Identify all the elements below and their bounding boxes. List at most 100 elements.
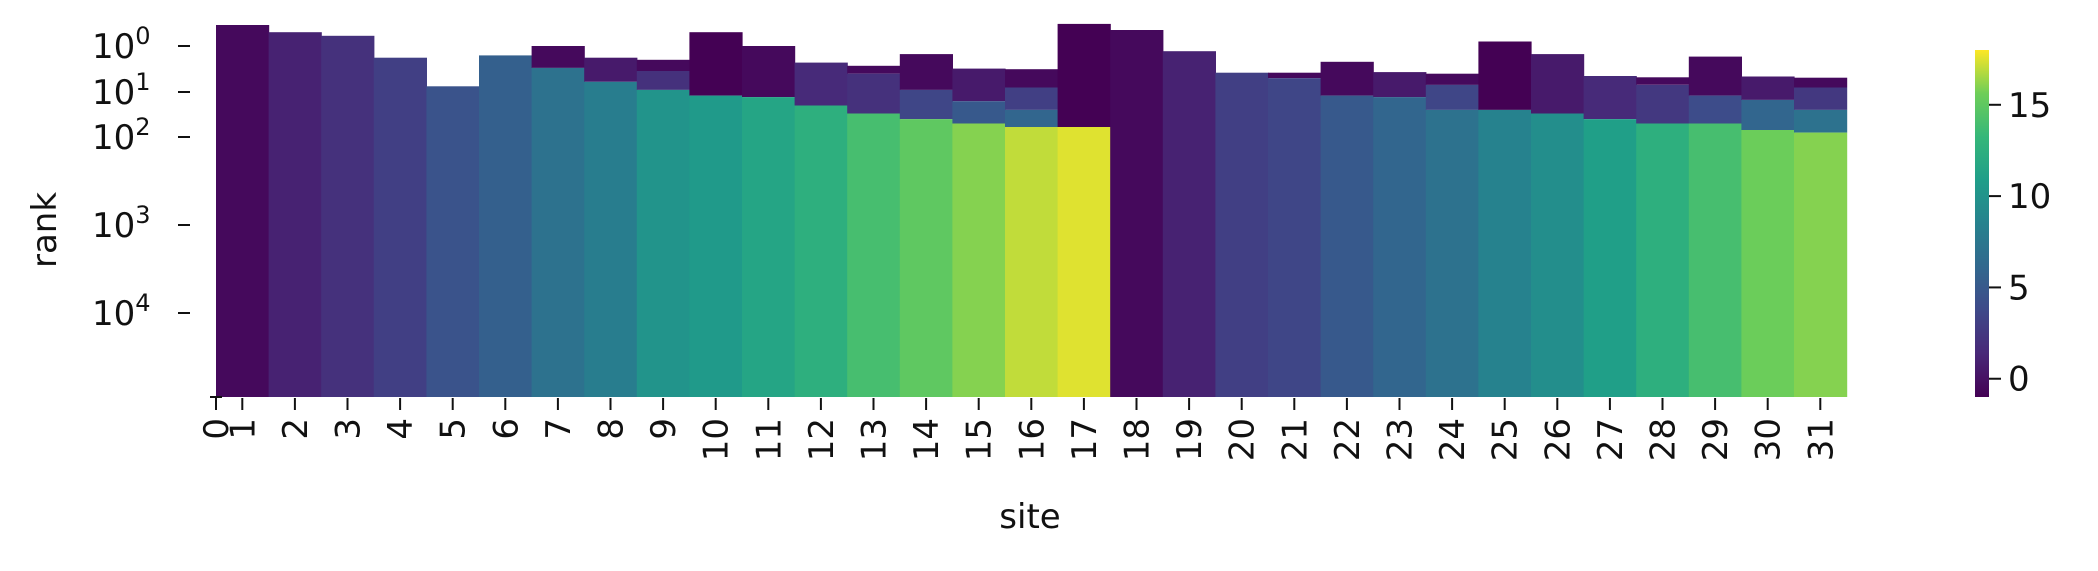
x-tick-label-29: 29	[1696, 418, 1736, 461]
heatmap-cell-site-21-seg-0	[1268, 72, 1322, 79]
colorbar-ticks: 0 5 10 15	[1989, 86, 2051, 400]
heatmap-cell-site-19-seg-0	[1162, 51, 1216, 397]
x-tick-label-31: 31	[1801, 418, 1841, 461]
heatmap-cell-site-26-seg-1	[1531, 113, 1585, 397]
heatmap-cell-site-11-seg-1	[742, 97, 796, 397]
heatmap-cell-site-31-seg-0	[1794, 77, 1848, 88]
heatmap-cell-site-16-seg-1	[1005, 87, 1059, 110]
heatmap-cell-site-16-seg-3	[1005, 127, 1059, 397]
heatmap-cell-site-29-seg-0	[1688, 56, 1742, 96]
x-tick-label-20: 20	[1223, 418, 1263, 461]
heatmap-cell-site-25-seg-1	[1478, 109, 1532, 398]
heatmap-cell-site-22-seg-1	[1320, 95, 1374, 397]
heatmap-cell-site-30-seg-2	[1741, 130, 1795, 397]
x-tick-label-16: 16	[1012, 418, 1052, 461]
heatmap-cell-site-28-seg-0	[1636, 77, 1690, 85]
heatmap-cell-site-14-seg-1	[899, 89, 953, 120]
x-axis: 01 2 3 4 5 6 7 8 9 10 11 12 13 14 15 16 17 18 19 20 21 22 23 24…	[197, 398, 1841, 461]
heatmap-cell-site-13-seg-2	[847, 113, 901, 397]
heatmap-cell-site-15-seg-2	[952, 123, 1006, 397]
colorbar-tick-label-5: 5	[2008, 268, 2030, 308]
x-tick-label-27: 27	[1591, 418, 1631, 461]
heatmap-cell-site-8-seg-0	[584, 57, 638, 82]
heatmap-cell-site-10-seg-1	[689, 95, 743, 397]
x-tick-label-26: 26	[1538, 418, 1578, 461]
y-tick-label-4: 104	[92, 289, 151, 334]
heatmap-cell-site-26-seg-0	[1531, 54, 1585, 114]
heatmap-cell-site-29-seg-1	[1688, 95, 1742, 124]
x-tick-label-0: 0	[197, 418, 237, 440]
x-tick-label-19: 19	[1170, 418, 1210, 461]
x-tick-label-28: 28	[1644, 418, 1684, 461]
y-tick-label-2: 102	[92, 113, 151, 158]
x-tick-label-25: 25	[1486, 418, 1526, 461]
x-tick-label-22: 22	[1328, 418, 1368, 461]
x-tick-label-5: 5	[434, 418, 474, 440]
x-tick-label-17: 17	[1065, 418, 1105, 461]
heatmap-cell-site-9-seg-1	[636, 71, 690, 90]
heatmap-cell-site-29-seg-2	[1688, 123, 1742, 397]
heatmap-cell-site-8-seg-1	[584, 81, 638, 398]
heatmap-cell-site-24-seg-1	[1425, 84, 1479, 110]
heatmap-cell-site-7-seg-0	[531, 46, 585, 68]
x-tick-label-10: 10	[697, 418, 737, 461]
heatmap-cell-site-31-seg-2	[1794, 109, 1848, 133]
x-tick-label-7: 7	[539, 418, 579, 440]
heatmap-cell-site-1-seg-0	[216, 25, 270, 397]
x-tick-label-24: 24	[1433, 418, 1473, 461]
heatmap-cell-site-18-seg-0	[1110, 30, 1164, 397]
x-tick-label-9: 9	[644, 418, 684, 440]
colorbar-tick-label-10: 10	[2008, 177, 2051, 217]
y-tick-label-0: 100	[92, 22, 151, 67]
heatmap-cell-site-28-seg-2	[1636, 123, 1690, 397]
heatmap-cell-site-7-seg-1	[531, 67, 585, 398]
heatmap-cell-site-20-seg-0	[1215, 72, 1269, 397]
heatmap-cell-site-5-seg-0	[426, 86, 480, 398]
heatmap-cell-site-11-seg-0	[742, 46, 796, 98]
heatmap-cell-site-21-seg-1	[1268, 78, 1322, 397]
heatmap-cell-site-28-seg-1	[1636, 84, 1690, 124]
x-tick-label-6: 6	[486, 418, 526, 440]
y-tick-label-3: 103	[92, 201, 151, 246]
x-tick-label-4: 4	[381, 418, 421, 440]
heatmap-cell-site-6-seg-1	[479, 55, 533, 398]
heatmap-cell-site-14-seg-2	[899, 119, 953, 397]
heatmap-cell-site-2-seg-0	[268, 32, 322, 397]
colorbar-tick-label-15: 15	[2008, 86, 2051, 126]
heatmap-cell-site-17-seg-0	[1057, 23, 1111, 128]
x-tick-label-15: 15	[960, 418, 1000, 461]
heatmap-cell-site-27-seg-1	[1583, 119, 1637, 397]
heatmap-cell-site-13-seg-1	[847, 73, 901, 114]
y-tick-label-1: 101	[92, 68, 151, 113]
x-tick-label-21: 21	[1275, 418, 1315, 461]
heatmap-cell-site-22-seg-0	[1320, 61, 1374, 96]
x-tick-label-11: 11	[749, 418, 789, 461]
heatmap-cell-site-30-seg-1	[1741, 99, 1795, 130]
x-tick-label-23: 23	[1381, 418, 1421, 461]
heatmap-cell-site-9-seg-0	[636, 59, 690, 71]
heatmap-cell-site-3-seg-0	[321, 35, 375, 398]
heatmap-cell-site-12-seg-0	[794, 62, 848, 106]
heatmap-cell-site-23-seg-1	[1373, 97, 1427, 397]
heatmap-cell-site-31-seg-3	[1794, 132, 1848, 397]
x-tick-label-1: 1	[223, 418, 263, 440]
x-tick-label-13: 13	[855, 418, 895, 461]
heatmap-cell-site-17-seg-1	[1057, 127, 1111, 397]
heatmap-cell-site-24-seg-2	[1425, 109, 1479, 398]
x-axis-label: site	[999, 497, 1060, 537]
heatmap-cell-site-10-seg-0	[689, 32, 743, 96]
heatmap-cell-site-25-seg-0	[1478, 41, 1532, 110]
x-tick-label-12: 12	[802, 418, 842, 461]
heatmap-cell-site-24-seg-0	[1425, 73, 1479, 85]
x-tick-label-2: 2	[276, 418, 316, 440]
heatmap-cell-site-23-seg-0	[1373, 72, 1427, 98]
heatmap-cell-site-30-seg-0	[1741, 76, 1795, 100]
heatmap-cell-site-31-seg-1	[1794, 87, 1848, 110]
heatmap-cells	[216, 23, 1848, 398]
x-tick-label-3: 3	[329, 418, 369, 440]
heatmap-cell-site-15-seg-1	[952, 101, 1006, 124]
x-tick-label-8: 8	[592, 418, 632, 440]
